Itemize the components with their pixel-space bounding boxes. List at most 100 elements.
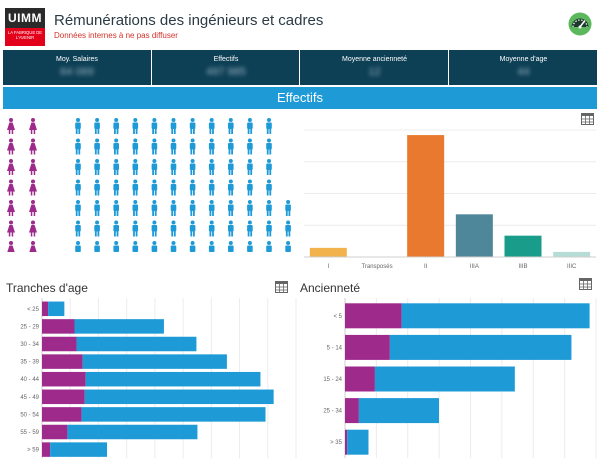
- male-person-icon: [113, 241, 119, 252]
- male-person-icon: [132, 179, 139, 196]
- y-tick-label: 35 - 39: [20, 360, 39, 366]
- bar-segment: [389, 334, 572, 360]
- y-tick-label: 50 - 54: [20, 412, 39, 418]
- male-person-icon: [208, 179, 215, 196]
- female-person-icon: [29, 179, 37, 196]
- column-bar: [407, 135, 445, 257]
- y-tick-label: 30 - 34: [20, 342, 39, 348]
- bar-segment: [85, 371, 261, 387]
- bar-segment: [42, 371, 86, 387]
- bar-segment: [50, 442, 108, 457]
- bar-segment: [42, 319, 75, 334]
- female-person-icon: [29, 220, 37, 237]
- y-tick-label: 25 - 34: [323, 409, 342, 415]
- male-person-icon: [266, 159, 272, 175]
- bar-segment: [48, 301, 65, 317]
- male-person-icon: [170, 179, 177, 196]
- male-person-icon: [170, 200, 177, 216]
- x-tick-label: I: [327, 264, 329, 270]
- tranches-age-title: Tranches d'age: [6, 281, 88, 295]
- male-person-icon: [132, 138, 139, 155]
- female-person-icon: [29, 159, 37, 175]
- y-tick-label: < 5: [333, 314, 342, 320]
- column-bar: [309, 247, 347, 257]
- bar-segment: [345, 303, 402, 329]
- male-person-icon: [132, 118, 139, 134]
- bar-segment: [67, 424, 198, 440]
- male-person-icon: [208, 220, 215, 237]
- kpi-label: Moyenne d'age: [499, 56, 548, 63]
- column-bar: [455, 214, 493, 257]
- kpi-value: 44: [517, 66, 530, 78]
- male-person-icon: [189, 118, 196, 134]
- male-person-icon: [228, 220, 234, 237]
- male-person-icon: [132, 200, 139, 216]
- male-person-icon: [189, 179, 196, 196]
- male-person-icon: [285, 200, 291, 216]
- table-grid-icon[interactable]: [275, 281, 288, 293]
- bar-segment: [345, 366, 375, 392]
- kpi-value: 64 069: [60, 66, 94, 78]
- male-person-icon: [151, 159, 158, 175]
- speedometer-icon[interactable]: [568, 12, 592, 36]
- table-grid-icon[interactable]: [581, 113, 594, 125]
- male-person-icon: [75, 241, 81, 252]
- y-tick-label: < 25: [27, 307, 40, 313]
- kpi-value: 12: [368, 66, 381, 78]
- bar-segment: [345, 334, 390, 360]
- column-bar: [553, 251, 591, 257]
- male-person-icon: [151, 118, 158, 134]
- male-person-icon: [75, 200, 81, 216]
- female-person-icon: [7, 159, 15, 175]
- male-person-icon: [228, 159, 234, 175]
- headcount-pictogram: [7, 118, 291, 252]
- male-person-icon: [151, 241, 158, 252]
- x-tick-label: II: [424, 264, 428, 270]
- bar-segment: [374, 366, 515, 392]
- x-tick-label: IIIC: [567, 264, 577, 270]
- bar-segment: [84, 389, 274, 405]
- male-person-icon: [75, 118, 81, 134]
- male-person-icon: [266, 118, 272, 134]
- male-person-icon: [266, 241, 272, 252]
- male-person-icon: [113, 159, 119, 175]
- female-person-icon: [7, 241, 15, 252]
- kpi-seniority: Moyenne ancienneté 12: [299, 50, 449, 85]
- logo-text: UIMM: [5, 8, 45, 28]
- male-person-icon: [151, 200, 158, 216]
- male-person-icon: [132, 159, 139, 175]
- male-person-icon: [208, 159, 215, 175]
- male-person-icon: [266, 200, 272, 216]
- male-person-icon: [228, 179, 234, 196]
- y-tick-label: 40 - 44: [20, 377, 39, 383]
- male-person-icon: [170, 220, 177, 237]
- male-person-icon: [75, 179, 81, 196]
- male-person-icon: [75, 159, 81, 175]
- kpi-age: Moyenne d'age 44: [448, 50, 598, 85]
- table-grid-icon[interactable]: [579, 278, 592, 290]
- kpi-label: Effectifs: [213, 56, 239, 63]
- male-person-icon: [189, 138, 196, 155]
- male-person-icon: [228, 241, 234, 252]
- male-person-icon: [266, 138, 272, 155]
- female-person-icon: [29, 118, 37, 134]
- male-person-icon: [113, 200, 119, 216]
- male-person-icon: [208, 241, 215, 252]
- kpi-headcount: Effectifs 497 985: [151, 50, 300, 85]
- y-tick-label: > 59: [27, 448, 40, 454]
- male-person-icon: [113, 138, 119, 155]
- age-bracket-chart: < 25 25 - 29 30 - 34 35 - 39 40 - 44 45 - 49 5…: [20, 298, 297, 459]
- y-tick-label: 25 - 29: [20, 324, 39, 330]
- male-person-icon: [94, 220, 100, 237]
- male-person-icon: [266, 220, 272, 237]
- male-person-icon: [132, 241, 139, 252]
- male-person-icon: [170, 159, 177, 175]
- male-person-icon: [94, 200, 100, 216]
- bar-segment: [81, 407, 266, 422]
- bar-segment: [82, 354, 227, 369]
- male-person-icon: [189, 220, 196, 237]
- y-tick-label: 5 - 14: [327, 345, 343, 351]
- bar-segment: [42, 407, 82, 422]
- bar-segment: [42, 336, 77, 352]
- male-person-icon: [151, 179, 158, 196]
